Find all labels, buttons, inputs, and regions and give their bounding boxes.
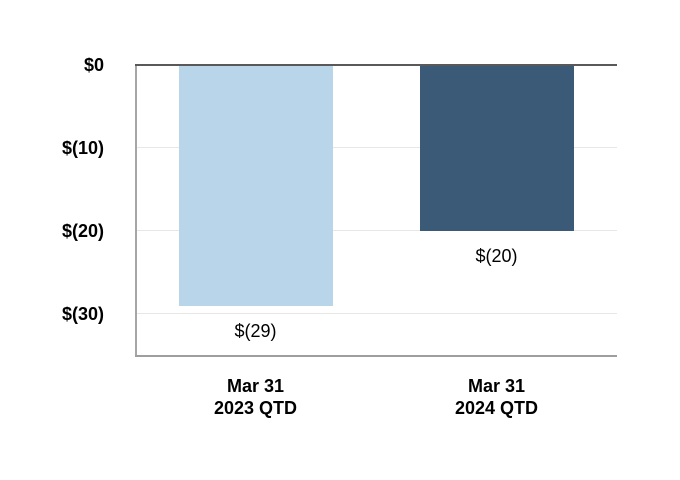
- gridline: [135, 147, 617, 149]
- y-axis-tick-label: $0: [83, 55, 104, 75]
- bar-2: [419, 65, 574, 231]
- plot-area: [135, 64, 617, 357]
- y-axis-tick-label: $(10): [61, 137, 104, 158]
- x-axis-line: [135, 355, 617, 357]
- y-axis-line: [135, 65, 137, 357]
- x-axis-category-label: Mar 31 2024 QTD: [454, 376, 539, 418]
- gridline: [135, 230, 617, 232]
- x-axis-category-label: Mar 31 2023 QTD: [213, 376, 298, 418]
- zero-baseline: [135, 64, 617, 66]
- gridline: [135, 313, 617, 315]
- bar-1: [178, 65, 333, 306]
- bar-value-label: $(20): [475, 245, 518, 266]
- y-axis-tick-label: $(20): [61, 220, 104, 241]
- bar-value-label: $(29): [234, 320, 277, 341]
- y-axis-tick-label: $(30): [61, 303, 104, 324]
